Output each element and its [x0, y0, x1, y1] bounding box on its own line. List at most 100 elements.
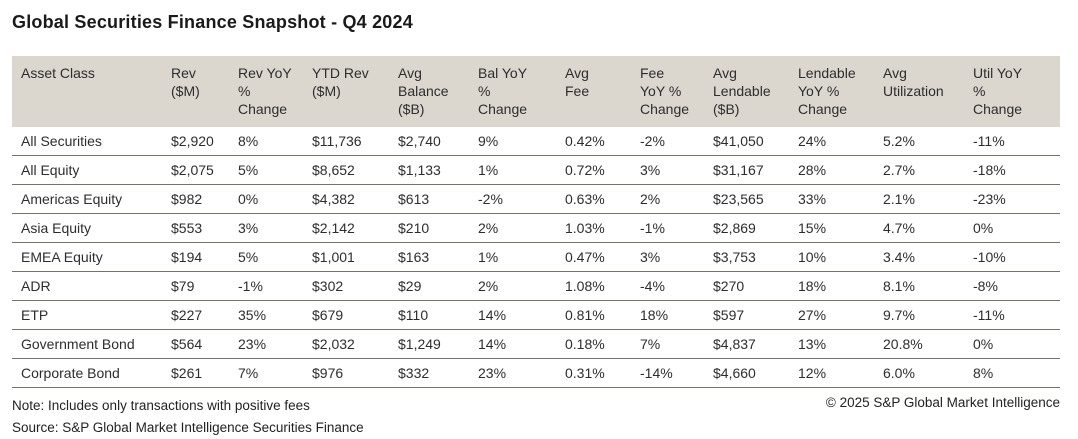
- value-cell: 0.47%: [565, 242, 640, 273]
- value-cell: 12%: [798, 358, 883, 389]
- value-cell: 2.7%: [883, 155, 973, 186]
- asset-class-cell: Americas Equity: [12, 184, 171, 215]
- value-cell: 23%: [238, 329, 312, 360]
- value-cell: 9.7%: [883, 300, 973, 331]
- value-cell: 0.31%: [565, 358, 640, 389]
- value-cell: 1%: [478, 242, 565, 273]
- value-cell: $4,660: [713, 358, 798, 389]
- value-cell: 24%: [798, 126, 883, 157]
- value-cell: $110: [398, 300, 478, 331]
- table-row: All Securities $2,920 8% $11,736 $2,740 9% 0.4…: [12, 126, 1060, 157]
- value-cell: $4,382: [312, 184, 398, 215]
- value-cell: $2,869: [713, 213, 798, 244]
- value-cell: -11%: [973, 300, 1060, 331]
- value-cell: $227: [171, 300, 238, 331]
- value-cell: $194: [171, 242, 238, 273]
- value-cell: $210: [398, 213, 478, 244]
- value-cell: 1.03%: [565, 213, 640, 244]
- value-cell: 8.1%: [883, 271, 973, 302]
- value-cell: -1%: [640, 213, 713, 244]
- value-cell: 33%: [798, 184, 883, 215]
- value-cell: 28%: [798, 155, 883, 186]
- value-cell: $564: [171, 329, 238, 360]
- value-cell: 3%: [640, 155, 713, 186]
- table-body: All Securities $2,920 8% $11,736 $2,740 9% 0.4…: [12, 126, 1060, 389]
- column-header-util-yoy: Util YoY % Change: [973, 56, 1060, 127]
- value-cell: 0.63%: [565, 184, 640, 215]
- page-title: Global Securities Finance Snapshot - Q4 …: [12, 12, 413, 32]
- value-cell: 5.2%: [883, 126, 973, 157]
- value-cell: -10%: [973, 242, 1060, 273]
- value-cell: $553: [171, 213, 238, 244]
- value-cell: 0.18%: [565, 329, 640, 360]
- value-cell: 35%: [238, 300, 312, 331]
- asset-class-cell: EMEA Equity: [12, 242, 171, 273]
- value-cell: -1%: [238, 271, 312, 302]
- value-cell: $11,736: [312, 126, 398, 157]
- value-cell: 3.4%: [883, 242, 973, 273]
- value-cell: 2.1%: [883, 184, 973, 215]
- value-cell: $976: [312, 358, 398, 389]
- value-cell: $1,133: [398, 155, 478, 186]
- securities-finance-table: Asset Class Rev ($M) Rev YoY % Change YT…: [12, 56, 1060, 389]
- asset-class-cell: All Equity: [12, 155, 171, 186]
- value-cell: $163: [398, 242, 478, 273]
- asset-class-cell: ADR: [12, 271, 171, 302]
- value-cell: 15%: [798, 213, 883, 244]
- value-cell: 8%: [973, 358, 1060, 389]
- value-cell: $1,001: [312, 242, 398, 273]
- value-cell: 4.7%: [883, 213, 973, 244]
- column-header-avg-utilization: Avg Utilization: [883, 56, 973, 127]
- value-cell: 2%: [640, 184, 713, 215]
- column-header-rev-yoy: Rev YoY % Change: [238, 56, 312, 127]
- value-cell: $79: [171, 271, 238, 302]
- table-row: EMEA Equity $194 5% $1,001 $163 1% 0.47% 3% $3,7…: [12, 242, 1060, 273]
- value-cell: 3%: [238, 213, 312, 244]
- value-cell: 0.42%: [565, 126, 640, 157]
- asset-class-cell: ETP: [12, 300, 171, 331]
- value-cell: $261: [171, 358, 238, 389]
- value-cell: 5%: [238, 155, 312, 186]
- column-header-fee-yoy: Fee YoY % Change: [640, 56, 713, 127]
- table-row: Government Bond $564 23% $2,032 $1,249 14% 0.1…: [12, 329, 1060, 360]
- table-row: Asia Equity $553 3% $2,142 $210 2% 1.03% -1% $2,…: [12, 213, 1060, 244]
- value-cell: $2,075: [171, 155, 238, 186]
- value-cell: 1%: [478, 155, 565, 186]
- value-cell: 6.0%: [883, 358, 973, 389]
- value-cell: 23%: [478, 358, 565, 389]
- value-cell: 2%: [478, 213, 565, 244]
- footnote-source: Source: S&P Global Market Intelligence S…: [12, 419, 364, 435]
- value-cell: $31,167: [713, 155, 798, 186]
- header-row: Asset Class Rev ($M) Rev YoY % Change YT…: [12, 56, 1060, 127]
- value-cell: 7%: [238, 358, 312, 389]
- value-cell: -11%: [973, 126, 1060, 157]
- table-row: ETP $227 35% $679 $110 14% 0.81% 18% $597 27% 9.7%…: [12, 300, 1060, 331]
- value-cell: $23,565: [713, 184, 798, 215]
- value-cell: -8%: [973, 271, 1060, 302]
- value-cell: $613: [398, 184, 478, 215]
- value-cell: 9%: [478, 126, 565, 157]
- value-cell: $29: [398, 271, 478, 302]
- value-cell: -14%: [640, 358, 713, 389]
- footnotes: Note: Includes only transactions with po…: [12, 395, 364, 438]
- value-cell: 0%: [973, 329, 1060, 360]
- table-row: Americas Equity $982 0% $4,382 $613 -2% 0.63% 2…: [12, 184, 1060, 215]
- value-cell: $8,652: [312, 155, 398, 186]
- value-cell: 10%: [798, 242, 883, 273]
- value-cell: 7%: [640, 329, 713, 360]
- value-cell: 14%: [478, 329, 565, 360]
- column-header-avg-fee: Avg Fee: [565, 56, 640, 127]
- value-cell: 13%: [798, 329, 883, 360]
- asset-class-cell: Asia Equity: [12, 213, 171, 244]
- value-cell: 0.81%: [565, 300, 640, 331]
- value-cell: 18%: [798, 271, 883, 302]
- value-cell: $2,740: [398, 126, 478, 157]
- asset-class-cell: Government Bond: [12, 329, 171, 360]
- value-cell: -4%: [640, 271, 713, 302]
- asset-class-cell: Corporate Bond: [12, 358, 171, 389]
- value-cell: $41,050: [713, 126, 798, 157]
- value-cell: $4,837: [713, 329, 798, 360]
- value-cell: $982: [171, 184, 238, 215]
- value-cell: $270: [713, 271, 798, 302]
- value-cell: 27%: [798, 300, 883, 331]
